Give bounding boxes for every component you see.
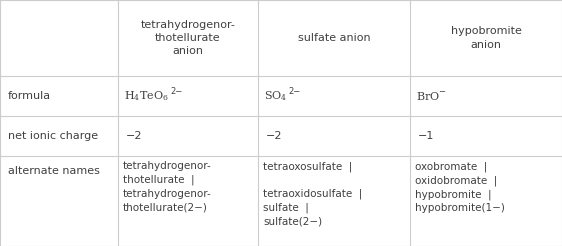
Text: sulfate anion: sulfate anion (298, 33, 370, 43)
Text: 2−: 2− (288, 88, 300, 96)
Text: tetrahydrogenor-
thotellurate  |
tetrahydrogenor-
thotellurate(2−): tetrahydrogenor- thotellurate | tetrahyd… (123, 161, 212, 212)
Text: $\mathregular{SO_4}$: $\mathregular{SO_4}$ (264, 89, 287, 103)
Text: oxobromate  |
oxidobromate  |
hypobromite  |
hypobromite(1−): oxobromate | oxidobromate | hypobromite … (415, 161, 505, 213)
Text: 2−: 2− (170, 88, 182, 96)
Text: alternate names: alternate names (8, 166, 100, 176)
Text: $\mathregular{H_4TeO_6}$: $\mathregular{H_4TeO_6}$ (124, 89, 169, 103)
Text: −2: −2 (126, 131, 143, 141)
Text: formula: formula (8, 91, 51, 101)
Text: −: − (438, 88, 445, 96)
Text: tetrahydrogenor-
thotellurate
anion: tetrahydrogenor- thotellurate anion (140, 20, 235, 56)
Text: $\mathregular{BrO}$: $\mathregular{BrO}$ (416, 90, 440, 102)
Text: hypobromite
anion: hypobromite anion (451, 26, 522, 50)
Text: −1: −1 (418, 131, 434, 141)
Text: tetraoxosulfate  |

tetraoxidosulfate  |
sulfate  |
sulfate(2−): tetraoxosulfate | tetraoxidosulfate | su… (263, 161, 362, 227)
Text: net ionic charge: net ionic charge (8, 131, 98, 141)
Text: −2: −2 (266, 131, 283, 141)
